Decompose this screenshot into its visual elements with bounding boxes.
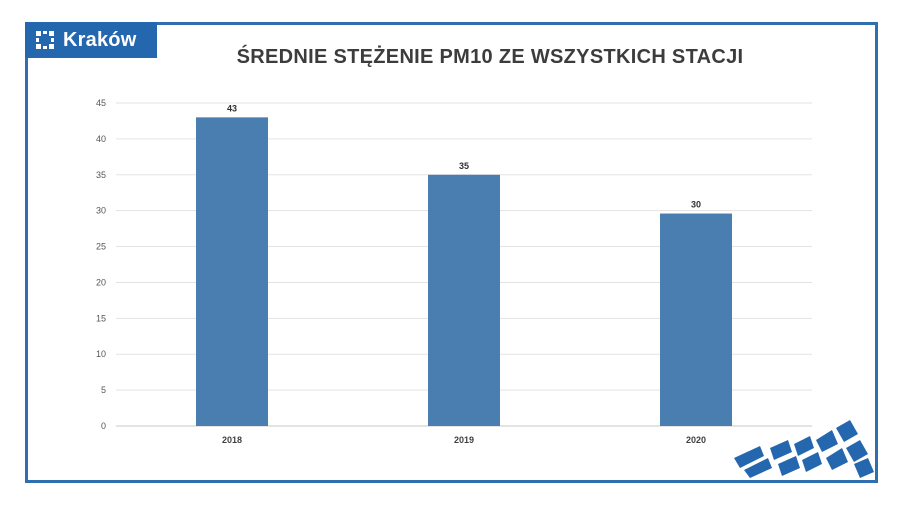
data-label: 35 — [459, 161, 469, 171]
y-tick-label: 0 — [101, 421, 106, 431]
y-tick-label: 45 — [96, 98, 106, 108]
y-tick-label: 5 — [101, 385, 106, 395]
chart-title: ŚREDNIE STĘŻENIE PM10 ZE WSZYSTKICH STAC… — [236, 46, 744, 68]
bar — [196, 117, 268, 426]
y-tick-label: 40 — [96, 134, 106, 144]
x-tick-label: 2018 — [222, 435, 242, 445]
y-tick-label: 10 — [96, 349, 106, 359]
data-label: 30 — [691, 200, 701, 210]
corner-decoration — [734, 420, 874, 478]
x-tick-label: 2019 — [454, 435, 474, 445]
x-tick-label: 2020 — [686, 435, 706, 445]
data-label: 43 — [227, 103, 237, 113]
brand-badge: Kraków — [25, 22, 157, 58]
y-tick-label: 30 — [96, 206, 106, 216]
bar — [660, 213, 732, 426]
brand-name: Kraków — [63, 28, 137, 51]
y-tick-label: 15 — [96, 313, 106, 323]
bar — [428, 174, 500, 426]
krakow-logo-icon — [36, 31, 54, 49]
y-tick-label: 20 — [96, 277, 106, 287]
y-tick-label: 35 — [96, 170, 106, 180]
y-tick-label: 25 — [96, 242, 106, 252]
